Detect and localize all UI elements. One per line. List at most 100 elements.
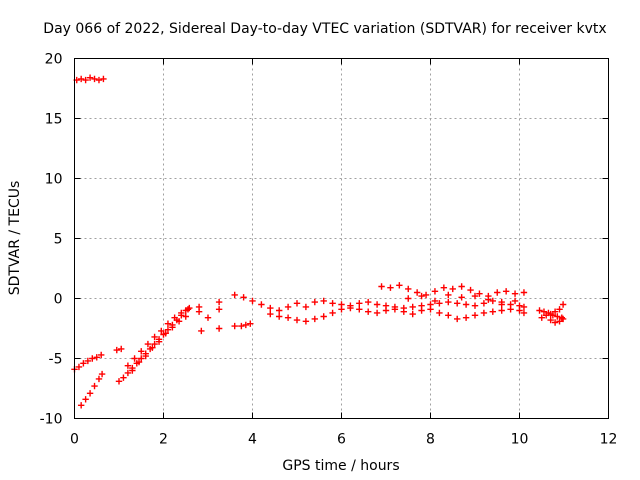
data-point bbox=[98, 370, 106, 378]
y-tick-label: -5 bbox=[49, 352, 63, 368]
data-point bbox=[115, 378, 123, 385]
data-point bbox=[462, 314, 470, 321]
data-point bbox=[293, 300, 301, 307]
y-tick-label: 15 bbox=[45, 112, 63, 128]
data-point bbox=[302, 318, 310, 325]
data-point bbox=[520, 309, 528, 317]
data-point bbox=[454, 315, 461, 323]
data-point bbox=[267, 310, 274, 318]
x-tick-labels: 0 2 4 6 8 10 12 bbox=[70, 432, 617, 448]
y-tick-label: 0 bbox=[54, 292, 63, 308]
series-scattered-points-near-3h bbox=[195, 298, 254, 335]
data-point bbox=[284, 303, 292, 311]
data-point bbox=[413, 289, 421, 296]
data-point bbox=[436, 300, 443, 307]
data-point bbox=[186, 304, 193, 312]
data-point bbox=[215, 325, 223, 332]
data-point bbox=[98, 351, 105, 359]
x-axis-label: GPS time / hours bbox=[282, 458, 399, 474]
data-point bbox=[382, 307, 390, 314]
data-point bbox=[422, 291, 430, 299]
data-point bbox=[120, 374, 127, 381]
data-point bbox=[198, 327, 205, 335]
data-point bbox=[365, 308, 372, 315]
data-point bbox=[502, 288, 510, 295]
data-point bbox=[494, 289, 501, 296]
data-point bbox=[511, 290, 519, 297]
data-point bbox=[82, 76, 89, 84]
data-point bbox=[405, 285, 412, 293]
data-point bbox=[458, 283, 465, 290]
data-point bbox=[284, 314, 292, 321]
y-tick-labels: -10 -5 0 5 10 15 20 bbox=[40, 52, 63, 428]
data-point bbox=[82, 396, 89, 403]
data-point bbox=[149, 344, 156, 351]
data-point bbox=[540, 308, 548, 315]
data-point bbox=[77, 75, 85, 83]
data-point bbox=[471, 312, 479, 319]
data-point bbox=[95, 375, 103, 383]
x-tick-label: 4 bbox=[248, 432, 257, 448]
data-point bbox=[391, 306, 399, 313]
data-point bbox=[467, 286, 474, 294]
axis-ticks bbox=[74, 58, 609, 419]
data-point bbox=[113, 346, 120, 354]
x-tick-label: 10 bbox=[511, 432, 529, 448]
data-point bbox=[445, 312, 452, 319]
x-tick-label: 8 bbox=[426, 432, 435, 448]
data-point bbox=[91, 75, 98, 83]
data-point bbox=[276, 313, 283, 320]
data-point bbox=[77, 402, 85, 409]
data-point bbox=[240, 294, 247, 301]
data-point bbox=[440, 284, 448, 291]
data-point bbox=[182, 313, 189, 320]
data-point bbox=[135, 358, 143, 366]
data-point bbox=[302, 303, 310, 311]
data-point bbox=[91, 382, 98, 390]
data-point bbox=[89, 355, 96, 362]
data-point bbox=[400, 308, 407, 315]
data-point bbox=[118, 345, 125, 353]
series-late-segment bbox=[536, 301, 567, 326]
data-point bbox=[462, 301, 470, 308]
data-point bbox=[378, 283, 385, 290]
data-point bbox=[476, 290, 483, 297]
data-point bbox=[556, 306, 563, 313]
data-point bbox=[559, 315, 567, 323]
data-point bbox=[356, 300, 363, 307]
data-point bbox=[162, 330, 169, 337]
data-point bbox=[131, 355, 138, 362]
data-point bbox=[329, 300, 336, 307]
x-tick-label: 12 bbox=[600, 432, 618, 448]
data-point bbox=[409, 303, 416, 311]
data-point bbox=[175, 318, 183, 325]
data-point bbox=[164, 326, 172, 333]
data-point bbox=[169, 324, 176, 331]
series-high-offset-segment bbox=[73, 74, 107, 84]
data-point bbox=[516, 307, 523, 314]
data-point bbox=[559, 301, 567, 308]
data-point bbox=[373, 309, 381, 317]
data-point bbox=[480, 309, 488, 317]
data-point bbox=[171, 314, 178, 321]
data-point bbox=[547, 310, 554, 318]
data-point bbox=[396, 282, 403, 289]
data-point bbox=[215, 298, 223, 306]
data-point bbox=[347, 304, 354, 312]
data-point bbox=[195, 308, 203, 315]
data-point bbox=[329, 309, 336, 317]
data-point bbox=[276, 307, 283, 314]
data-point bbox=[247, 320, 254, 327]
data-point bbox=[242, 321, 250, 329]
data-point bbox=[507, 306, 514, 313]
data-point bbox=[258, 301, 265, 308]
data-point bbox=[471, 302, 479, 309]
data-point bbox=[511, 297, 519, 305]
data-point bbox=[184, 306, 192, 313]
data-point bbox=[86, 390, 94, 397]
data-point bbox=[231, 291, 238, 299]
series-main-band bbox=[231, 282, 528, 325]
data-point bbox=[538, 314, 545, 321]
data-point bbox=[84, 357, 92, 365]
